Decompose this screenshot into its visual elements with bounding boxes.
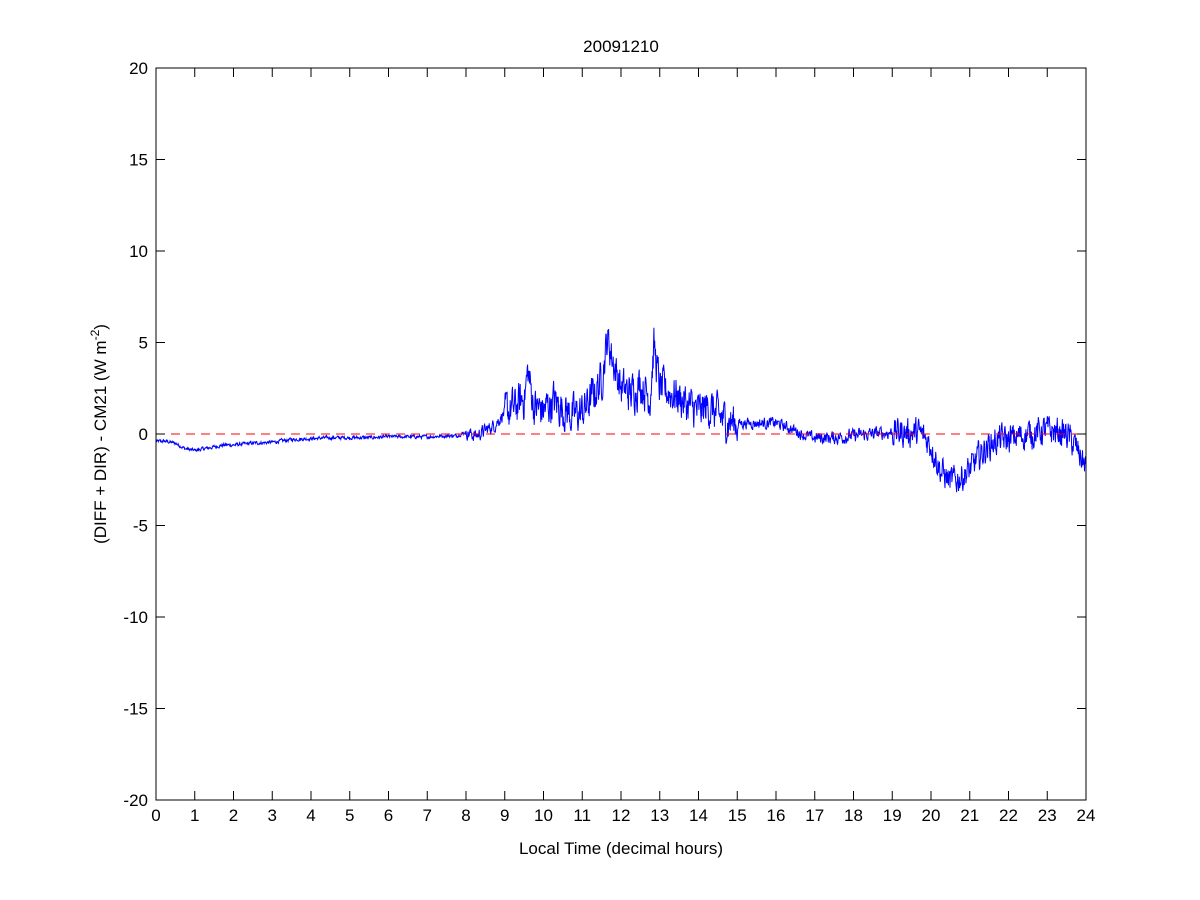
x-tick-label: 17 <box>805 806 824 825</box>
x-tick-label: 12 <box>612 806 631 825</box>
x-tick-label: 22 <box>999 806 1018 825</box>
y-tick-label: -5 <box>133 517 148 536</box>
chart-title: 20091210 <box>583 37 659 56</box>
x-tick-label: 11 <box>573 806 591 825</box>
x-tick-label: 10 <box>534 806 553 825</box>
x-tick-label: 6 <box>384 806 393 825</box>
x-tick-label: 21 <box>960 806 979 825</box>
x-tick-label: 13 <box>650 806 669 825</box>
x-tick-label: 15 <box>728 806 747 825</box>
y-tick-label: 20 <box>129 59 148 78</box>
x-tick-label: 1 <box>190 806 199 825</box>
y-tick-label: 5 <box>139 334 148 353</box>
x-axis-label: Local Time (decimal hours) <box>519 839 723 858</box>
series-line-difference <box>155 327 1087 493</box>
x-tick-label: 2 <box>229 806 238 825</box>
y-tick-label: -20 <box>123 791 148 810</box>
x-tick-label: 19 <box>883 806 902 825</box>
x-tick-label: 5 <box>345 806 354 825</box>
y-tick-label: -15 <box>123 700 148 719</box>
y-tick-label: 10 <box>129 242 148 261</box>
x-tick-label: 7 <box>423 806 432 825</box>
x-tick-label: 4 <box>306 806 315 825</box>
y-axis-label-main: (DIFF + DIR) - CM21 (W m <box>91 340 110 544</box>
x-tick-label: 8 <box>461 806 470 825</box>
x-tick-label: 18 <box>844 806 863 825</box>
y-tick-label: -10 <box>123 608 148 627</box>
ticks-layer: 0 1 2 3 4 5 6 7 8 9 10 11 12 13 14 15 16 17 18 19 20 21 22 23 24… <box>123 59 1095 825</box>
y-axis-label-close: ) <box>91 324 110 330</box>
x-tick-label: 24 <box>1077 806 1096 825</box>
x-tick-label: 20 <box>922 806 941 825</box>
x-tick-label: 16 <box>767 806 786 825</box>
y-axis-label: (DIFF + DIR) - CM21 (W m-2) <box>88 324 110 544</box>
x-tick-label: 23 <box>1038 806 1057 825</box>
y-axis-label-exponent: -2 <box>88 329 102 340</box>
y-tick-label: 15 <box>129 151 148 170</box>
x-tick-label: 0 <box>151 806 160 825</box>
x-tick-label: 14 <box>689 806 708 825</box>
series-layer <box>155 327 1087 493</box>
y-tick-label: 0 <box>139 425 148 444</box>
x-tick-label: 9 <box>500 806 509 825</box>
x-tick-label: 3 <box>268 806 277 825</box>
